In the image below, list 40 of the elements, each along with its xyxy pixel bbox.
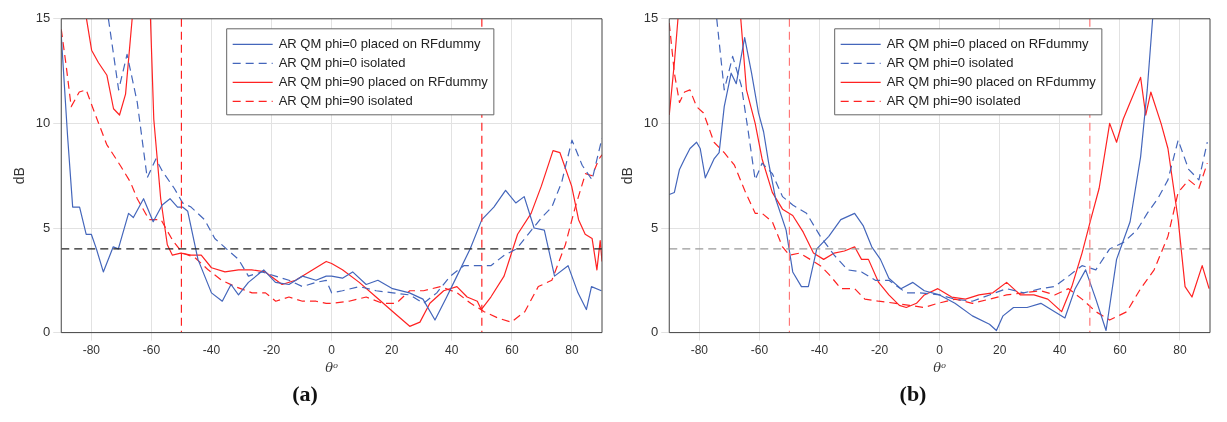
- y-tick-label: 15: [35, 10, 51, 26]
- legend-label: AR QM phi=90 placed on RFdummy: [886, 73, 1097, 89]
- legend-label: AR QM phi=90 isolated: [886, 92, 1021, 108]
- y-tick-label: 5: [651, 219, 659, 235]
- x-tick-label: 80: [565, 343, 579, 358]
- x-tick-label: -20: [262, 343, 281, 358]
- legend-label: AR QM phi=90 isolated: [278, 92, 413, 108]
- x-tick-label: -40: [202, 343, 221, 358]
- x-tick-label: -60: [750, 343, 769, 358]
- x-tick-label: 40: [1053, 343, 1067, 358]
- legend-label: AR QM phi=0 isolated: [278, 54, 406, 70]
- text: (b): [899, 381, 927, 407]
- y-axis-title: dB: [11, 167, 28, 185]
- x-tick-label: 40: [445, 343, 459, 358]
- x-tick-label: 0: [328, 343, 336, 358]
- x-axis-title: θᵒ: [325, 360, 339, 376]
- y-tick-label: 0: [651, 324, 659, 340]
- x-tick-label: 60: [1113, 343, 1127, 358]
- y-tick-label: 5: [43, 219, 51, 235]
- y-tick-label: 15: [643, 10, 659, 26]
- y-tick-label: 0: [43, 324, 51, 340]
- y-axis-title: dB: [619, 167, 636, 185]
- x-axis-title: θᵒ: [933, 360, 947, 376]
- x-tick-label: 20: [993, 343, 1007, 358]
- y-tick-label: 10: [35, 114, 51, 130]
- legend-label: AR QM phi=0 isolated: [886, 54, 1014, 70]
- y-tick-label: 10: [643, 114, 659, 130]
- x-tick-label: -40: [810, 343, 829, 358]
- x-tick-label: 60: [505, 343, 519, 358]
- x-tick-label: -80: [82, 343, 101, 358]
- x-tick-label: -20: [870, 343, 889, 358]
- x-tick-label: -60: [142, 343, 161, 358]
- x-tick-label: -80: [690, 343, 709, 358]
- legend-label: AR QM phi=0 placed on RFdummy: [278, 35, 482, 51]
- text: (a): [292, 381, 318, 407]
- x-tick-label: 80: [1173, 343, 1187, 358]
- legend-label: AR QM phi=90 placed on RFdummy: [278, 73, 489, 89]
- x-tick-label: 0: [936, 343, 944, 358]
- x-tick-label: 20: [385, 343, 399, 358]
- legend-label: AR QM phi=0 placed on RFdummy: [886, 35, 1090, 51]
